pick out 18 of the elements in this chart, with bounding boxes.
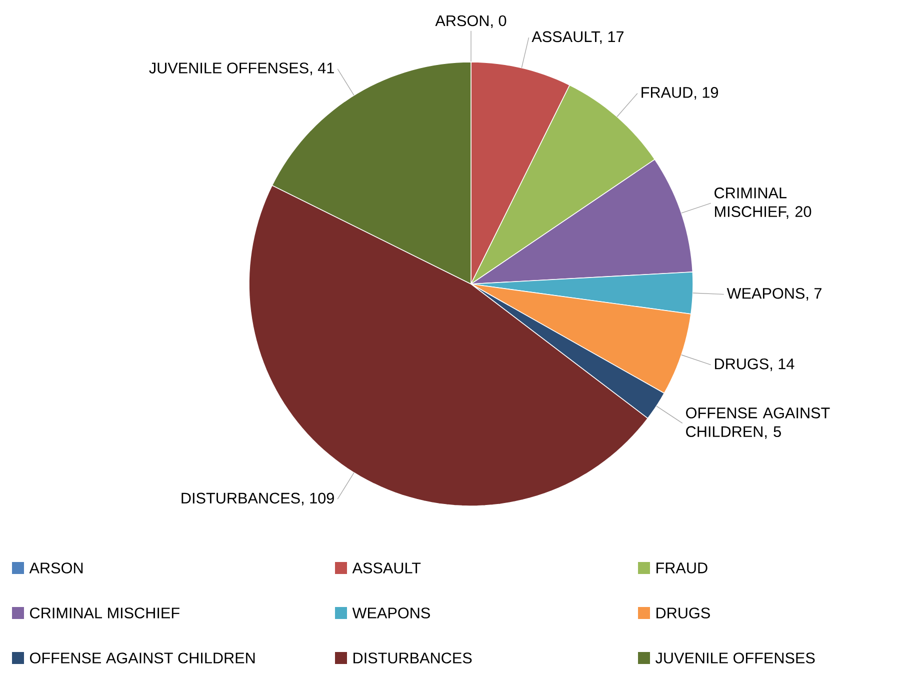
data-label: OFFENSE AGAINST CHILDREN, 5 (686, 408, 830, 439)
legend-label: DRUGS (656, 608, 710, 618)
legend-label: ASSAULT (352, 562, 421, 574)
legend-label: CRIMINAL MISCHIEF (30, 608, 180, 618)
data-label: FRAUD, 19 (642, 87, 718, 100)
data-label: CRIMINAL MISCHIEF, 20 (714, 188, 812, 219)
legend-label: DISTURBANCES (354, 652, 472, 664)
data-label: JUVENILE OFFENSES, 41 (149, 62, 334, 76)
legend-label: OFFENSE AGAINST CHILDREN (30, 652, 255, 664)
legend-label: JUVENILE OFFENSES (656, 652, 815, 664)
data-label: DISTURBANCES, 109 (182, 492, 334, 506)
data-label: ASSAULT, 17 (532, 31, 624, 44)
data-label: WEAPONS, 7 (726, 288, 822, 301)
legend-label: WEAPONS (352, 608, 430, 618)
legend-label: ARSON (29, 562, 83, 574)
data-label: DRUGS, 14 (715, 358, 794, 372)
text: ARSON, 0 (435, 15, 506, 28)
legend-label: FRAUD (656, 562, 708, 574)
